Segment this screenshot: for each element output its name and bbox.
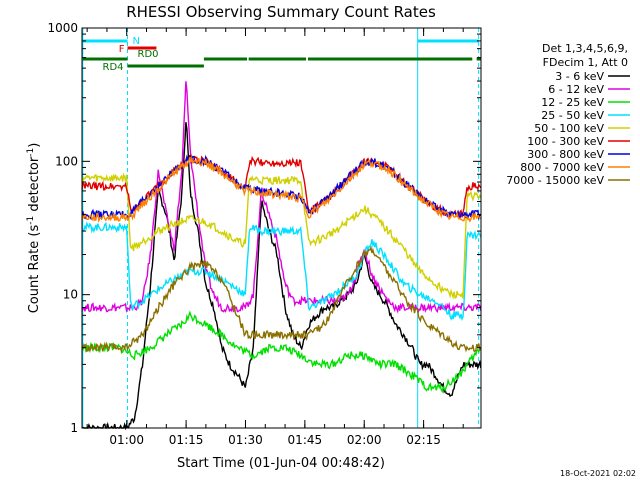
legend-label-8: 7000 - 15000 keV [506,174,604,187]
chart-title: RHESSI Observing Summary Count Rates [126,3,436,21]
legend: Det 1,3,4,5,6,9, FDecim 1, Att 0 3 - 6 k… [506,42,630,187]
series-line-7 [81,156,482,224]
series-line-3 [81,221,482,322]
series-line-5 [81,153,482,218]
legend-label-7: 800 - 7000 keV [520,161,604,174]
state-bar-label-1: F [119,44,125,55]
plot-frame [81,27,482,429]
legend-header-line1: Det 1,3,4,5,6,9, [542,42,628,55]
x-tick-label-0: 01:00 [109,433,144,447]
legend-label-5: 100 - 300 keV [527,135,604,148]
x-tick-label-1: 01:15 [169,433,204,447]
x-tick-label-5: 02:15 [406,433,441,447]
y-tick-label-1: 10 [63,288,78,302]
legend-label-6: 300 - 800 keV [527,148,604,161]
series-line-4 [81,172,482,300]
series-line-2 [81,310,482,394]
y-axis-label: Count Rate (s-1 detector-1) [26,143,42,314]
y-tick-label-0: 1 [70,421,78,435]
footer-date: 18-Oct-2021 02:02 [560,469,636,478]
y-tick-label-2: 100 [55,154,78,168]
legend-label-4: 50 - 100 keV [534,122,604,135]
legend-label-0: 3 - 6 keV [555,70,604,83]
x-tick-label-3: 01:45 [288,433,323,447]
legend-label-2: 12 - 25 keV [541,96,604,109]
y-tick-label-3: 1000 [47,21,78,35]
plot-content: NF RD0 RD4 [81,28,482,431]
series-line-8 [81,245,482,354]
axes: 01:00 01:15 01:30 01:45 02:00 02:15 1 10 100 1000 [47,21,481,447]
x-tick-label-2: 01:30 [228,433,263,447]
series-line-6 [81,154,482,221]
legend-label-1: 6 - 12 keV [548,83,604,96]
state-bar-label-2: RD0 [138,49,159,60]
x-tick-label-4: 02:00 [347,433,382,447]
state-bar-label-3: RD4 [103,62,124,73]
series-line-1 [81,81,482,314]
state-bar-label-0: N [133,36,140,47]
x-axis-label: Start Time (01-Jun-04 00:48:42) [177,456,385,471]
legend-label-3: 25 - 50 keV [541,109,604,122]
legend-header-line2: FDecim 1, Att 0 [543,56,628,69]
series-line-0 [81,122,482,431]
